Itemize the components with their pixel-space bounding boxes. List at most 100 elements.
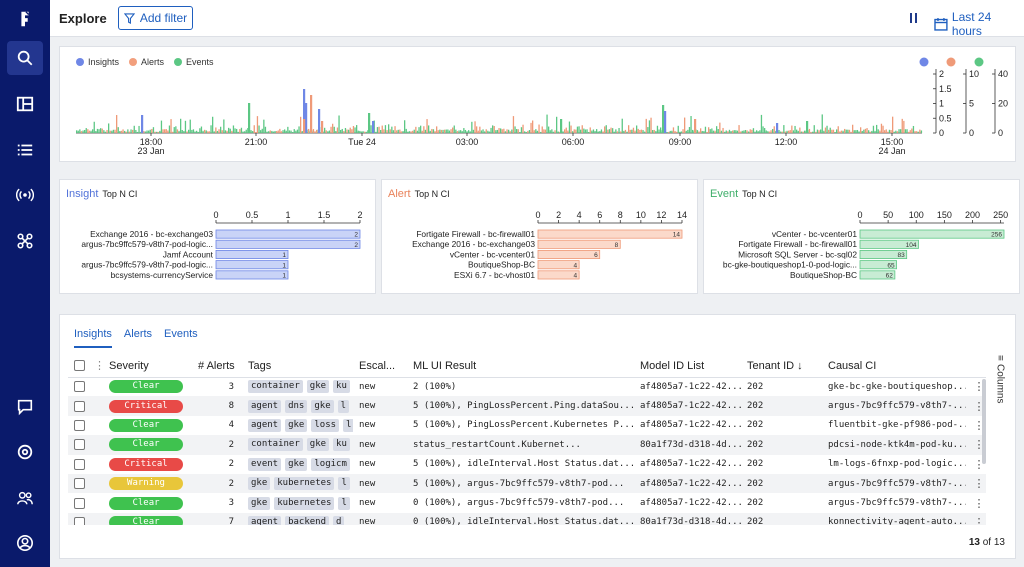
tab-alerts[interactable]: Alerts: [123, 328, 153, 340]
row-checkbox[interactable]: [68, 396, 88, 416]
legend-alerts[interactable]: Alerts: [129, 57, 164, 67]
tag-chip[interactable]: kubernetes: [274, 477, 335, 491]
tag-chip[interactable]: gke: [248, 477, 271, 491]
topn-bar[interactable]: [859, 260, 897, 270]
tab-events[interactable]: Events: [164, 328, 198, 340]
tag-chip[interactable]: kubernetes: [274, 496, 335, 510]
topn-bar[interactable]: [859, 239, 919, 249]
column-escalation[interactable]: Escal...: [353, 355, 407, 378]
topn-bar[interactable]: [859, 250, 908, 260]
tag-chip[interactable]: dns: [285, 399, 308, 413]
topn-bar[interactable]: [537, 250, 601, 260]
column-tags[interactable]: Tags: [242, 355, 353, 378]
tag-chip[interactable]: agent: [248, 515, 282, 525]
topn-bar[interactable]: [537, 229, 683, 239]
table-scrollbar[interactable]: [982, 379, 986, 464]
tag-chip[interactable]: l: [343, 418, 353, 432]
tag-chip[interactable]: d: [333, 515, 345, 525]
settings-icon[interactable]: [7, 435, 43, 469]
tag-chip[interactable]: agent: [248, 399, 282, 413]
users-icon[interactable]: [7, 481, 43, 515]
tag-chip[interactable]: gke: [248, 496, 271, 510]
column-severity[interactable]: Severity: [103, 355, 192, 378]
row-menu-icon[interactable]: ⋮: [966, 473, 986, 494]
tag-chip[interactable]: container: [248, 380, 303, 394]
column-model-id[interactable]: Model ID List: [634, 355, 741, 378]
tab-insights[interactable]: Insights: [74, 328, 112, 348]
legend-events[interactable]: Events: [174, 57, 214, 67]
tag-chip[interactable]: l: [338, 496, 350, 510]
ml-result-cell: 5 (100%), PingLossPercent.Ping.dataSou..…: [407, 396, 634, 416]
timeline-bar: [253, 125, 255, 133]
column-causal-ci[interactable]: Causal CI: [822, 355, 966, 378]
row-checkbox[interactable]: [68, 435, 88, 455]
tag-chip[interactable]: container: [248, 438, 303, 452]
tag-chip[interactable]: gke: [285, 418, 308, 432]
select-all-checkbox[interactable]: [68, 355, 88, 378]
row-checkbox[interactable]: [68, 377, 88, 396]
table-row[interactable]: Critical 8 agent dns gke l new 5 (100%), PingLo…: [68, 396, 986, 416]
search-icon[interactable]: [7, 41, 43, 75]
dashboard-icon[interactable]: [7, 87, 43, 121]
topn-bar[interactable]: [215, 239, 361, 249]
topn-bar[interactable]: [537, 270, 580, 280]
tag-chip[interactable]: ku: [333, 438, 350, 452]
row-checkbox[interactable]: [68, 455, 88, 474]
table-row[interactable]: Clear 7 agent backend d new 0 (100%), idleInte…: [68, 512, 986, 525]
column-alerts[interactable]: # Alerts: [192, 355, 242, 378]
table-row[interactable]: Clear 3 gke kubernetes l new 0 (100%), argus-7…: [68, 493, 986, 512]
table-row[interactable]: Warning 2 gke kubernetes l new 5 (100%), argus…: [68, 473, 986, 494]
legend-insights[interactable]: Insights: [76, 57, 119, 67]
add-filter-button[interactable]: Add filter: [118, 6, 193, 30]
row-checkbox[interactable]: [68, 493, 88, 512]
column-tenant-id[interactable]: Tenant ID ↓: [741, 355, 822, 378]
row-menu-icon[interactable]: ⋮: [966, 396, 986, 416]
table-row[interactable]: Critical 2 event gke logicm new 5 (100%), idle…: [68, 455, 986, 474]
tag-chip[interactable]: agent: [248, 418, 282, 432]
row-checkbox[interactable]: [68, 512, 88, 525]
integrations-icon[interactable]: [7, 224, 43, 258]
row-checkbox[interactable]: [68, 473, 88, 494]
topn-bar[interactable]: [215, 250, 289, 260]
tag-chip[interactable]: event: [248, 457, 282, 471]
tag-chip[interactable]: l: [338, 477, 350, 491]
table-row[interactable]: Clear 2 container gke ku new status_restartCou…: [68, 435, 986, 455]
timeline-bar: [527, 130, 529, 133]
topn-bar[interactable]: [215, 260, 289, 270]
tag-chip[interactable]: gke: [306, 380, 330, 394]
tag-chip[interactable]: loss: [311, 418, 340, 432]
tag-chip[interactable]: gke: [285, 457, 308, 471]
column-menu-icon[interactable]: ⋮: [88, 355, 103, 378]
topn-bar[interactable]: [537, 260, 580, 270]
row-menu-icon[interactable]: ⋮: [973, 458, 985, 471]
row-menu-icon[interactable]: ⋮: [966, 512, 986, 525]
column-ml-result[interactable]: ML UI Result: [407, 355, 634, 378]
topn-bar[interactable]: [215, 270, 289, 280]
row-menu-icon[interactable]: ⋮: [973, 419, 985, 432]
row-menu-icon[interactable]: ⋮: [966, 435, 986, 455]
account-icon[interactable]: [7, 526, 43, 560]
row-checkbox[interactable]: [68, 416, 88, 435]
topn-bar[interactable]: [859, 229, 1005, 239]
chat-icon[interactable]: [7, 390, 43, 424]
tag-chip[interactable]: logicm: [311, 457, 350, 471]
row-menu-icon[interactable]: ⋮: [973, 497, 985, 510]
columns-panel-toggle[interactable]: ≡ Columns: [991, 355, 1009, 445]
tag-chip[interactable]: l: [337, 399, 350, 413]
row-menu-icon[interactable]: ⋮: [973, 381, 985, 394]
table-row[interactable]: Clear 3 container gke ku new 2 (100%) af4805a7-…: [68, 377, 986, 396]
tag-chip[interactable]: gke: [311, 399, 334, 413]
tag-chip[interactable]: backend: [285, 515, 330, 525]
broadcast-icon[interactable]: [7, 178, 43, 212]
list-icon[interactable]: [7, 133, 43, 167]
time-range-button[interactable]: Last 24 hours: [934, 10, 1024, 38]
tag-chip[interactable]: ku: [333, 380, 350, 394]
logo-icon[interactable]: [7, 2, 43, 36]
topn-bar[interactable]: [859, 270, 896, 280]
topn-bar[interactable]: [537, 239, 621, 249]
tag-chip[interactable]: gke: [306, 438, 330, 452]
pause-icon[interactable]: [908, 11, 920, 25]
topn-bar[interactable]: [215, 229, 361, 239]
table-row[interactable]: Clear 4 agent gke loss l new 5 (100%), PingLoss…: [68, 416, 986, 435]
